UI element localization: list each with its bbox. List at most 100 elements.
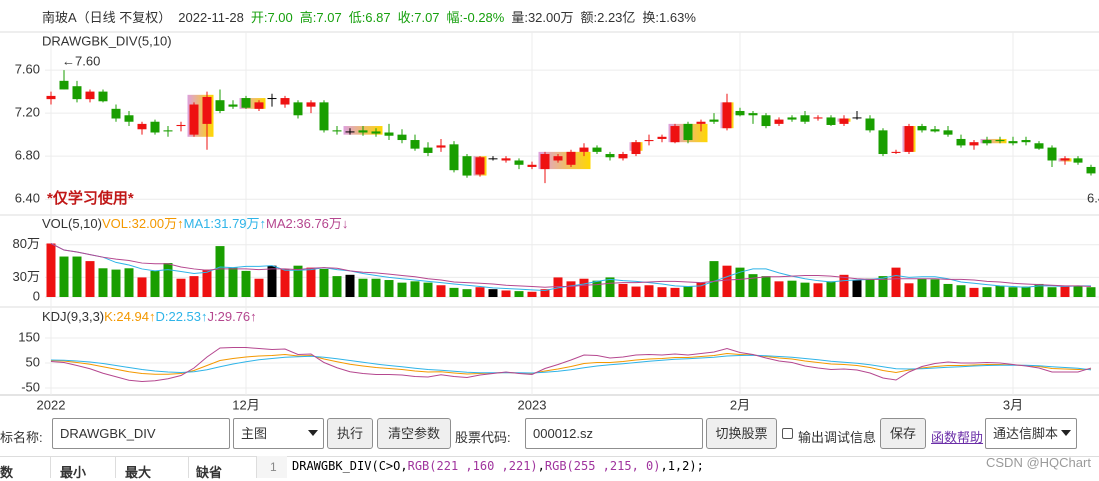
quote-field: 南玻A（日线 不复权） [42, 10, 172, 25]
candle-body [501, 158, 511, 161]
table-header: 最小 [60, 465, 87, 480]
volume-bar [631, 286, 641, 297]
volume-bar [410, 281, 420, 297]
volume-bar [670, 287, 680, 297]
volume-bar [1073, 285, 1083, 297]
candle-body [111, 108, 121, 119]
position-select[interactable]: 主图 [233, 418, 324, 449]
candle-body [215, 100, 225, 111]
table-border [188, 456, 189, 478]
select-arrow [308, 430, 318, 436]
quote-field: 高:7.07 [299, 10, 342, 25]
label: 股票代码: [455, 430, 511, 445]
volume-bar [306, 267, 316, 297]
volume-bar [800, 282, 810, 297]
candle-body [852, 117, 862, 119]
volume-bar [566, 281, 576, 297]
name-input[interactable]: DRAWGBK_DIV [52, 418, 230, 449]
y-tick-label: 7.60 [15, 62, 40, 77]
code-token: RGB(221 ,160 ,221) [407, 459, 538, 473]
volume-bar [72, 256, 82, 297]
volume-bar [891, 267, 901, 297]
candle-body [748, 113, 758, 116]
credit: CSDN @HQChart [986, 455, 1091, 470]
candle-body [85, 91, 95, 100]
volume-bar [696, 282, 706, 297]
candle-body [1047, 147, 1057, 161]
quote-field: 量:32.00万 [511, 10, 574, 25]
volume-bar [1060, 286, 1070, 297]
volume-bar [254, 278, 264, 297]
volume-bar [124, 268, 134, 297]
run-button[interactable]: 执行 [327, 418, 373, 449]
candle-body [891, 151, 901, 153]
legend-entry: D:22.53↑ [155, 309, 207, 324]
volume-bar [787, 280, 797, 297]
line-number: 1 [270, 460, 277, 474]
volume-bar [579, 278, 589, 297]
volume-bar [111, 269, 121, 297]
table-header: 数 [0, 465, 14, 480]
candle-body [475, 157, 485, 175]
candle-body [293, 102, 303, 116]
candle-body [332, 130, 342, 132]
checkbox-label: 输出调试信息 [798, 430, 877, 445]
candle-body [384, 132, 394, 136]
volume-bar [137, 277, 147, 297]
volume-bar [553, 277, 563, 297]
y-tick-label: 150 [18, 329, 40, 344]
candle-body [319, 102, 329, 131]
volume-bar [839, 274, 849, 297]
quote-field: 2022-11-28 [178, 10, 244, 25]
candle-body [982, 140, 992, 144]
table-border [50, 456, 51, 478]
candle-body [345, 131, 355, 133]
candle-body [228, 104, 238, 107]
candle-body [943, 130, 953, 135]
candle-body [189, 104, 199, 135]
candle-body [579, 147, 589, 152]
volume-bar [644, 285, 654, 297]
y-tick-label: 0 [33, 288, 40, 303]
save-button[interactable]: 保存 [880, 418, 926, 449]
background-block [239, 98, 266, 109]
legend-entry: MA1:31.79万↑ [184, 216, 266, 231]
background-block [980, 138, 1007, 144]
volume-bar [319, 268, 329, 297]
volume-bar [618, 283, 628, 297]
checkbox[interactable] [782, 428, 793, 439]
legend-entry: MA2:36.76万↓ [266, 216, 348, 231]
script-select[interactable]: 通达信脚本 [985, 418, 1077, 449]
select-value: 通达信脚本 [993, 426, 1059, 441]
switch-button[interactable]: 切换股票 [706, 418, 777, 449]
candle-body [904, 126, 914, 152]
volume-bar [501, 290, 511, 297]
candle-body [449, 144, 459, 171]
watermark: *仅学习使用* [47, 189, 134, 207]
candle-body [865, 118, 875, 131]
help-link[interactable]: 函数帮助 [931, 430, 984, 445]
legend-entry: VOL:32.00万↑ [102, 216, 184, 231]
code-line[interactable]: DRAWGBK_DIV(C>O,RGB(221 ,160 ,221),RGB(2… [292, 459, 704, 473]
candle-body [592, 147, 602, 152]
volume-bar [904, 283, 914, 297]
candle-body [267, 98, 277, 100]
candle-body [735, 110, 745, 116]
x-tick-label: 3月 [1003, 397, 1023, 412]
volume-bar [280, 268, 290, 297]
candle-body [280, 98, 290, 105]
candle-body [397, 134, 407, 141]
code-input[interactable]: 000012.sz [525, 418, 703, 449]
volume-bar [215, 246, 225, 297]
clear-button[interactable]: 清空参数 [377, 418, 451, 449]
candle-body [644, 140, 654, 142]
quote-field: 低:6.87 [348, 10, 391, 25]
volume-bar [943, 283, 953, 297]
volume-bar [1021, 286, 1031, 297]
volume-bar [514, 291, 524, 297]
candle-body [969, 142, 979, 146]
max-label: ←7.60 [62, 54, 100, 69]
volume-bar [423, 282, 433, 297]
chart-area: DRAWGBK_DIV(5,10) *仅学习使用* 6.4 7.60 7.20 6.… [0, 31, 1099, 412]
x-tick-label: 12月 [232, 397, 259, 412]
